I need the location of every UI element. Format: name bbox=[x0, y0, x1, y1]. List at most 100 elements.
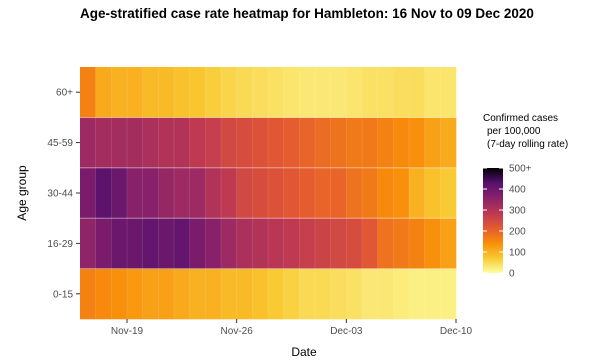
heatmap-cell bbox=[189, 67, 206, 118]
legend-tick-label: 0 bbox=[509, 269, 515, 280]
heatmap-cell bbox=[252, 117, 269, 169]
heatmap-cell bbox=[236, 268, 253, 320]
y-tick-label: 60+ bbox=[56, 88, 73, 99]
heatmap-cell bbox=[236, 67, 253, 118]
heatmap-cell bbox=[221, 167, 237, 219]
heatmap-cell bbox=[424, 117, 441, 169]
heatmap-cell bbox=[80, 67, 96, 118]
heatmap-cell bbox=[174, 67, 190, 118]
heatmap-cell bbox=[362, 268, 378, 320]
heatmap-cell bbox=[268, 117, 284, 169]
y-tick-label: 30-44 bbox=[47, 189, 73, 200]
heatmap-cell bbox=[142, 167, 159, 219]
heatmap-cell bbox=[142, 218, 159, 269]
gridlines bbox=[80, 67, 456, 319]
heatmap-cell bbox=[424, 218, 441, 269]
heatmap-cell bbox=[424, 167, 441, 219]
heatmap-cell bbox=[283, 268, 300, 320]
heatmap-cell bbox=[205, 117, 222, 169]
heatmap-cell bbox=[236, 218, 253, 269]
heatmap-cell bbox=[221, 67, 237, 118]
heatmap-cell bbox=[158, 218, 175, 269]
heatmap-cell bbox=[174, 167, 190, 219]
legend-title-line-1: Confirmed cases bbox=[483, 113, 558, 124]
heatmap-cell bbox=[362, 218, 378, 269]
heatmap-cell bbox=[346, 167, 363, 219]
heatmap-cell bbox=[80, 218, 96, 269]
heatmap-cell bbox=[440, 67, 457, 118]
heatmap-cell bbox=[377, 67, 394, 118]
heatmap-cell bbox=[268, 218, 284, 269]
heatmap-cell bbox=[409, 117, 425, 169]
legend-tick-label: 200 bbox=[509, 227, 526, 238]
heatmap-cell bbox=[158, 268, 175, 320]
heatmap-cell bbox=[95, 67, 112, 118]
heatmap-cell bbox=[174, 218, 190, 269]
legend-tick-label: 400 bbox=[509, 185, 526, 196]
heatmap-cell bbox=[221, 268, 237, 320]
legend-title-line-3: (7-day rolling rate) bbox=[487, 139, 568, 150]
heatmap-cell bbox=[158, 167, 175, 219]
heatmap-cell bbox=[252, 167, 269, 219]
heatmap-cell bbox=[142, 117, 159, 169]
heatmap-cell bbox=[330, 117, 347, 169]
heatmap-cell bbox=[142, 268, 159, 320]
heatmap-cell bbox=[299, 268, 316, 320]
heatmap-cell bbox=[299, 67, 316, 118]
heatmap-cell bbox=[268, 67, 284, 118]
heatmap-cell bbox=[174, 268, 190, 320]
heatmap-cell bbox=[283, 117, 300, 169]
heatmap-cell bbox=[111, 268, 128, 320]
heatmap-cell bbox=[268, 268, 284, 320]
legend-tick-label: 100 bbox=[509, 248, 526, 259]
heatmap-cell bbox=[409, 268, 425, 320]
heatmap-cell bbox=[393, 268, 410, 320]
legend-tick-label: 500+ bbox=[509, 164, 532, 175]
heatmap-cell bbox=[236, 167, 253, 219]
heatmap-cell bbox=[127, 67, 143, 118]
heatmap-cell bbox=[189, 268, 206, 320]
heatmap-cell bbox=[95, 117, 112, 169]
heatmap-cell bbox=[377, 117, 394, 169]
heatmap-cell bbox=[80, 117, 96, 169]
heatmap-cell bbox=[95, 268, 112, 320]
heatmap-cell bbox=[111, 117, 128, 169]
heatmap-cell bbox=[252, 67, 269, 118]
y-tick-label: 0-15 bbox=[53, 289, 73, 300]
x-tick-label: Nov-26 bbox=[221, 326, 254, 337]
heatmap-cell bbox=[393, 117, 410, 169]
heatmap-cell bbox=[127, 167, 143, 219]
heatmap-cell bbox=[330, 167, 347, 219]
heatmap-cell bbox=[393, 67, 410, 118]
y-tick-label: 45-59 bbox=[47, 138, 73, 149]
heatmap-cell bbox=[221, 218, 237, 269]
heatmap-cell bbox=[440, 167, 457, 219]
heatmap-cell bbox=[440, 117, 457, 169]
heatmap-cell bbox=[205, 268, 222, 320]
heatmap-cell bbox=[111, 218, 128, 269]
heatmap-cell bbox=[80, 167, 96, 219]
heatmap-cell bbox=[299, 218, 316, 269]
heatmap-cell bbox=[80, 268, 96, 320]
heatmap-cell bbox=[424, 268, 441, 320]
heatmap-cell bbox=[424, 67, 441, 118]
heatmap-cell bbox=[377, 268, 394, 320]
heatmap-cell bbox=[409, 67, 425, 118]
legend-colorbar bbox=[483, 168, 503, 273]
heatmap-cell bbox=[346, 117, 363, 169]
heatmap-cell bbox=[440, 268, 457, 320]
heatmap-cell bbox=[174, 117, 190, 169]
heatmap-cell bbox=[127, 117, 143, 169]
heatmap-cell bbox=[330, 218, 347, 269]
y-tick-labels: 0-15 16-29 30-44 45-59 60+ bbox=[47, 88, 80, 300]
heatmap-cell bbox=[205, 67, 222, 118]
heatmap-cell bbox=[189, 218, 206, 269]
heatmap-cell bbox=[330, 67, 347, 118]
heatmap-cell bbox=[283, 218, 300, 269]
heatmap-cell bbox=[236, 117, 253, 169]
heatmap-cells bbox=[80, 67, 457, 320]
heatmap-cell bbox=[283, 67, 300, 118]
heatmap-cell bbox=[221, 117, 237, 169]
heatmap-cell bbox=[299, 117, 316, 169]
heatmap-cell bbox=[315, 218, 331, 269]
